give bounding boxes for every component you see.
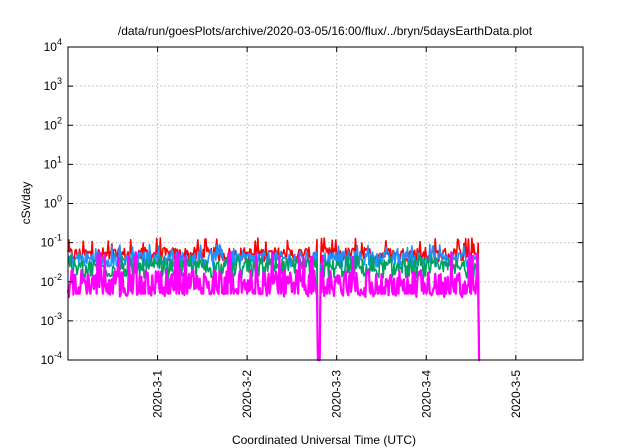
grid: [68, 47, 583, 360]
x-tick-label: 2020-3-5: [509, 370, 523, 418]
y-tick-label: 102: [44, 115, 62, 132]
chart-title: /data/run/goesPlots/archive/2020-03-05/1…: [118, 24, 533, 38]
y-tick-label: 100: [44, 194, 62, 211]
y-tick-label: 101: [44, 154, 62, 171]
y-axis: 10-4 10-3 10-2 10-1 100 101 102 103 104: [41, 37, 583, 367]
x-axis-label: Coordinated Universal Time (UTC): [232, 433, 416, 447]
y-tick-label: 10-2: [41, 272, 62, 289]
x-tick-label: 2020-3-3: [330, 370, 344, 418]
x-tick-label: 2020-3-2: [240, 370, 254, 418]
y-axis-label: cSv/day: [19, 182, 33, 225]
y-tick-label: 10-4: [41, 350, 62, 367]
x-tick-label: 2020-3-4: [419, 370, 433, 418]
x-tick-label: 2020-3-1: [151, 370, 165, 418]
x-axis: 2020-3-1 2020-3-2 2020-3-3 2020-3-4 2020-3-5: [151, 47, 523, 418]
plot-series: [66, 237, 481, 362]
y-tick-label: 10-3: [41, 311, 62, 328]
series-line: [66, 250, 481, 362]
y-tick-label: 104: [44, 37, 62, 54]
y-tick-label: 10-1: [41, 233, 62, 250]
y-tick-label: 103: [44, 76, 62, 93]
